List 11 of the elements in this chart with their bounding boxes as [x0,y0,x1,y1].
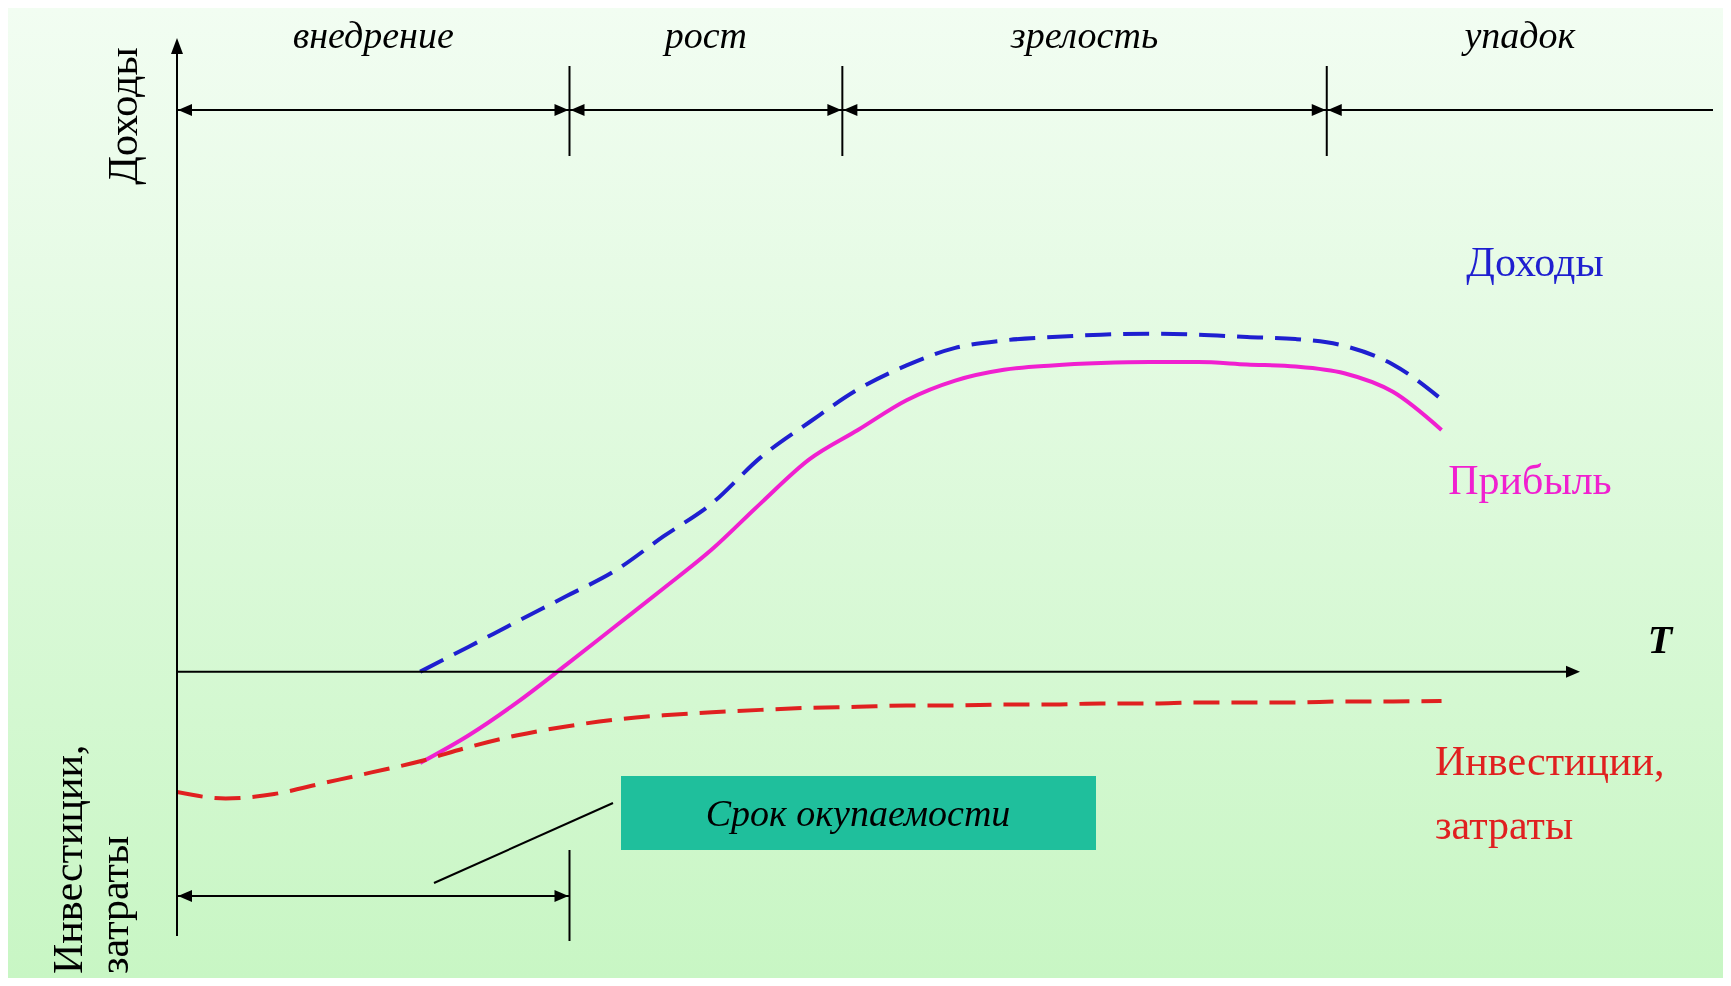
series-label: Прибыль [1448,457,1612,503]
text: Инвестиции, затраты [45,744,137,974]
text: зрелость [1009,14,1159,56]
text: внедрение [292,14,454,56]
y-axis-title: Доходы [100,47,146,185]
x-axis-title: T [1647,617,1674,662]
annotation: Срок окупаемости [705,792,1011,834]
series-label: Инвестиции, затраты [1435,738,1665,848]
text: упадок [1460,14,1577,56]
text: Доходы [1466,239,1604,285]
text: рост [661,14,748,56]
